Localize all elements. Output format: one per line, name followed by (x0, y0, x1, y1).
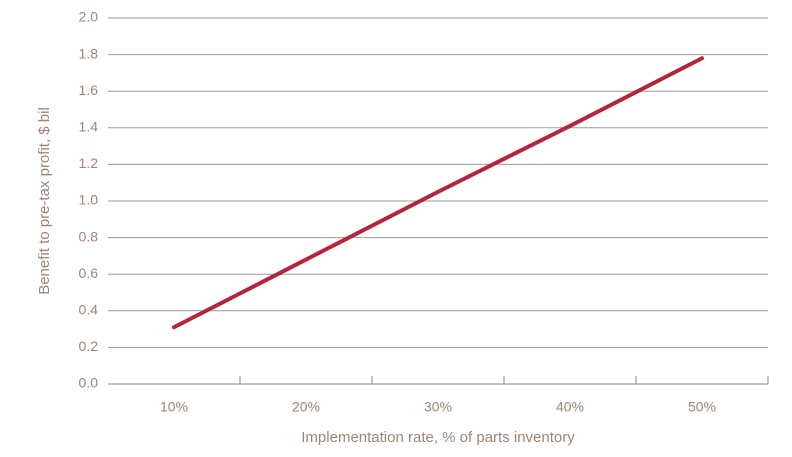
y-tick-label: 1.8 (79, 45, 99, 61)
y-tick-label: 0.2 (79, 338, 99, 354)
x-tick-label: 50% (688, 399, 716, 415)
y-axis-label: Benefit to pre-tax profit, $ bil (36, 107, 53, 295)
y-tick-label: 0.8 (79, 228, 99, 244)
y-tick-label: 2.0 (79, 9, 99, 25)
y-tick-label: 1.0 (79, 192, 99, 208)
x-tick-label: 10% (160, 399, 188, 415)
y-tick-label: 1.2 (79, 155, 99, 171)
x-tick-label: 20% (292, 399, 320, 415)
y-tick-label: 0.0 (79, 375, 99, 391)
y-tick-label: 0.4 (79, 302, 99, 318)
y-tick-label: 1.6 (79, 82, 99, 98)
y-tick-label: 0.6 (79, 265, 99, 281)
data-line (172, 56, 704, 330)
x-tick-label: 30% (424, 399, 452, 415)
y-tick-label: 1.4 (79, 119, 99, 135)
x-axis-label: Implementation rate, % of parts inventor… (301, 429, 575, 446)
x-tick-label: 40% (556, 399, 584, 415)
